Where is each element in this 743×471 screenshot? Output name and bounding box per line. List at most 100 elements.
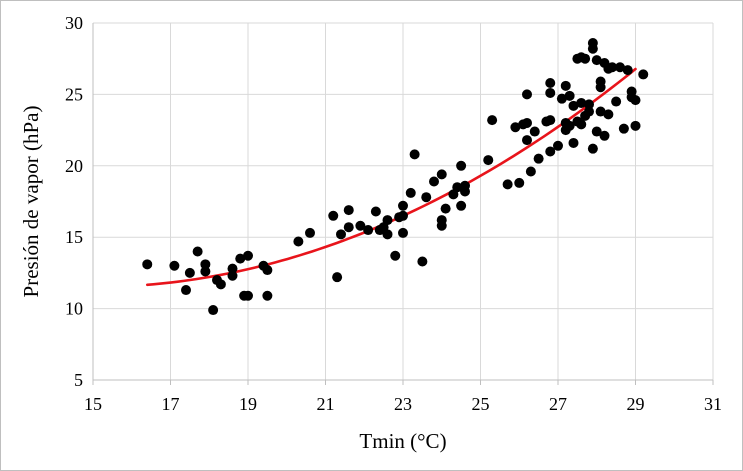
data-point (436, 220, 447, 231)
tick-labels: 15 17 19 21 23 25 27 29 31 5 10 15 20 25 30 (65, 13, 722, 414)
data-point (390, 250, 401, 261)
data-point (533, 153, 544, 164)
data-point (456, 160, 467, 171)
data-point (553, 140, 563, 151)
data-point (607, 62, 618, 73)
x-tick-label: 31 (704, 394, 722, 414)
data-point (595, 76, 606, 87)
data-point (514, 177, 525, 188)
data-point (545, 146, 556, 157)
data-point (591, 126, 602, 137)
data-point (545, 115, 556, 126)
data-point (630, 120, 641, 131)
data-point (638, 69, 649, 80)
data-point (262, 290, 273, 301)
data-point (587, 143, 598, 154)
data-point (560, 80, 571, 91)
data-point (293, 236, 304, 247)
data-point (564, 120, 575, 131)
data-point (568, 137, 579, 148)
data-point (421, 192, 432, 203)
gridlines (93, 22, 714, 380)
data-point (382, 215, 393, 226)
data-point (370, 206, 381, 217)
data-point (576, 119, 587, 130)
y-tick-label: 25 (65, 84, 83, 104)
data-point (440, 203, 451, 214)
data-point (262, 265, 273, 276)
data-point (169, 260, 180, 271)
x-tick-label: 27 (549, 394, 567, 414)
data-point (227, 270, 238, 281)
data-point (429, 176, 439, 187)
data-point (599, 130, 610, 141)
data-point (510, 122, 521, 133)
data-point (525, 166, 536, 177)
data-point (529, 126, 540, 137)
data-point (142, 259, 153, 270)
data-point (615, 62, 625, 73)
data-point (460, 186, 470, 197)
x-tick-label: 23 (394, 394, 412, 414)
x-tick-label: 15 (84, 394, 102, 414)
data-point (343, 222, 354, 233)
data-point (522, 89, 532, 100)
data-point (382, 229, 393, 240)
data-point (436, 169, 447, 180)
x-axis-title: Tmin (°C) (359, 429, 446, 453)
y-axis-title: Presión de vapor (hPa) (19, 106, 43, 298)
data-point (630, 95, 641, 106)
data-point (243, 250, 253, 261)
data-point (405, 187, 416, 198)
data-point (576, 97, 587, 108)
x-tick-label: 19 (239, 394, 257, 414)
data-point (584, 99, 594, 110)
axes (92, 23, 714, 385)
data-point (622, 65, 633, 76)
data-point (398, 200, 408, 211)
y-tick-label: 5 (74, 370, 83, 390)
data-point (417, 256, 428, 267)
data-point (227, 263, 238, 274)
data-point (305, 227, 315, 238)
data-point (215, 279, 226, 290)
data-point (522, 135, 532, 146)
data-point (568, 100, 579, 111)
data-point (545, 77, 556, 88)
x-tick-label: 17 (162, 394, 180, 414)
data-point (336, 229, 346, 240)
y-tick-label: 10 (65, 299, 83, 319)
data-point (409, 149, 420, 160)
data-point (332, 272, 343, 283)
data-point (355, 220, 366, 231)
y-tick-label: 30 (65, 13, 83, 33)
data-point (452, 182, 463, 193)
data-point (456, 200, 467, 211)
data-point (580, 53, 591, 64)
data-point (556, 93, 567, 104)
data-point (363, 225, 374, 236)
y-tick-label: 15 (65, 227, 83, 247)
y-tick-label: 20 (65, 156, 83, 176)
data-point (483, 155, 494, 166)
data-point (603, 109, 614, 120)
data-point (208, 305, 219, 316)
data-point (181, 285, 191, 296)
data-point (235, 253, 246, 264)
data-point (595, 106, 606, 117)
data-point (192, 246, 203, 257)
data-point (184, 267, 195, 278)
x-tick-label: 29 (627, 394, 645, 414)
data-point (545, 87, 556, 98)
data-point (522, 117, 532, 128)
data-point (584, 106, 594, 117)
x-tick-label: 21 (317, 394, 335, 414)
data-point (564, 90, 575, 101)
data-point (591, 55, 602, 66)
data-point (200, 266, 211, 277)
data-points (142, 37, 649, 316)
data-point (343, 205, 354, 216)
data-point (243, 290, 253, 301)
